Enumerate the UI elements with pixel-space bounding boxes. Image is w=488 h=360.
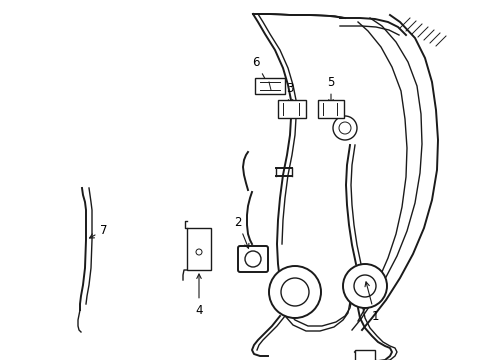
- Circle shape: [244, 251, 261, 267]
- Text: 6: 6: [252, 55, 267, 85]
- Text: 4: 4: [195, 274, 203, 316]
- Bar: [278, 100, 305, 118]
- Bar: [317, 100, 343, 118]
- Bar: [186, 228, 210, 270]
- Circle shape: [196, 249, 202, 255]
- Circle shape: [338, 122, 350, 134]
- Circle shape: [342, 264, 386, 308]
- Text: 2: 2: [234, 216, 248, 248]
- Bar: [254, 78, 285, 94]
- Bar: [354, 350, 374, 360]
- Circle shape: [268, 266, 320, 318]
- FancyBboxPatch shape: [238, 246, 267, 272]
- Text: 1: 1: [364, 282, 378, 323]
- Circle shape: [281, 278, 308, 306]
- Text: 3: 3: [286, 81, 293, 104]
- Text: 7: 7: [89, 224, 107, 238]
- Circle shape: [353, 275, 375, 297]
- Text: 5: 5: [326, 76, 334, 104]
- Circle shape: [332, 116, 356, 140]
